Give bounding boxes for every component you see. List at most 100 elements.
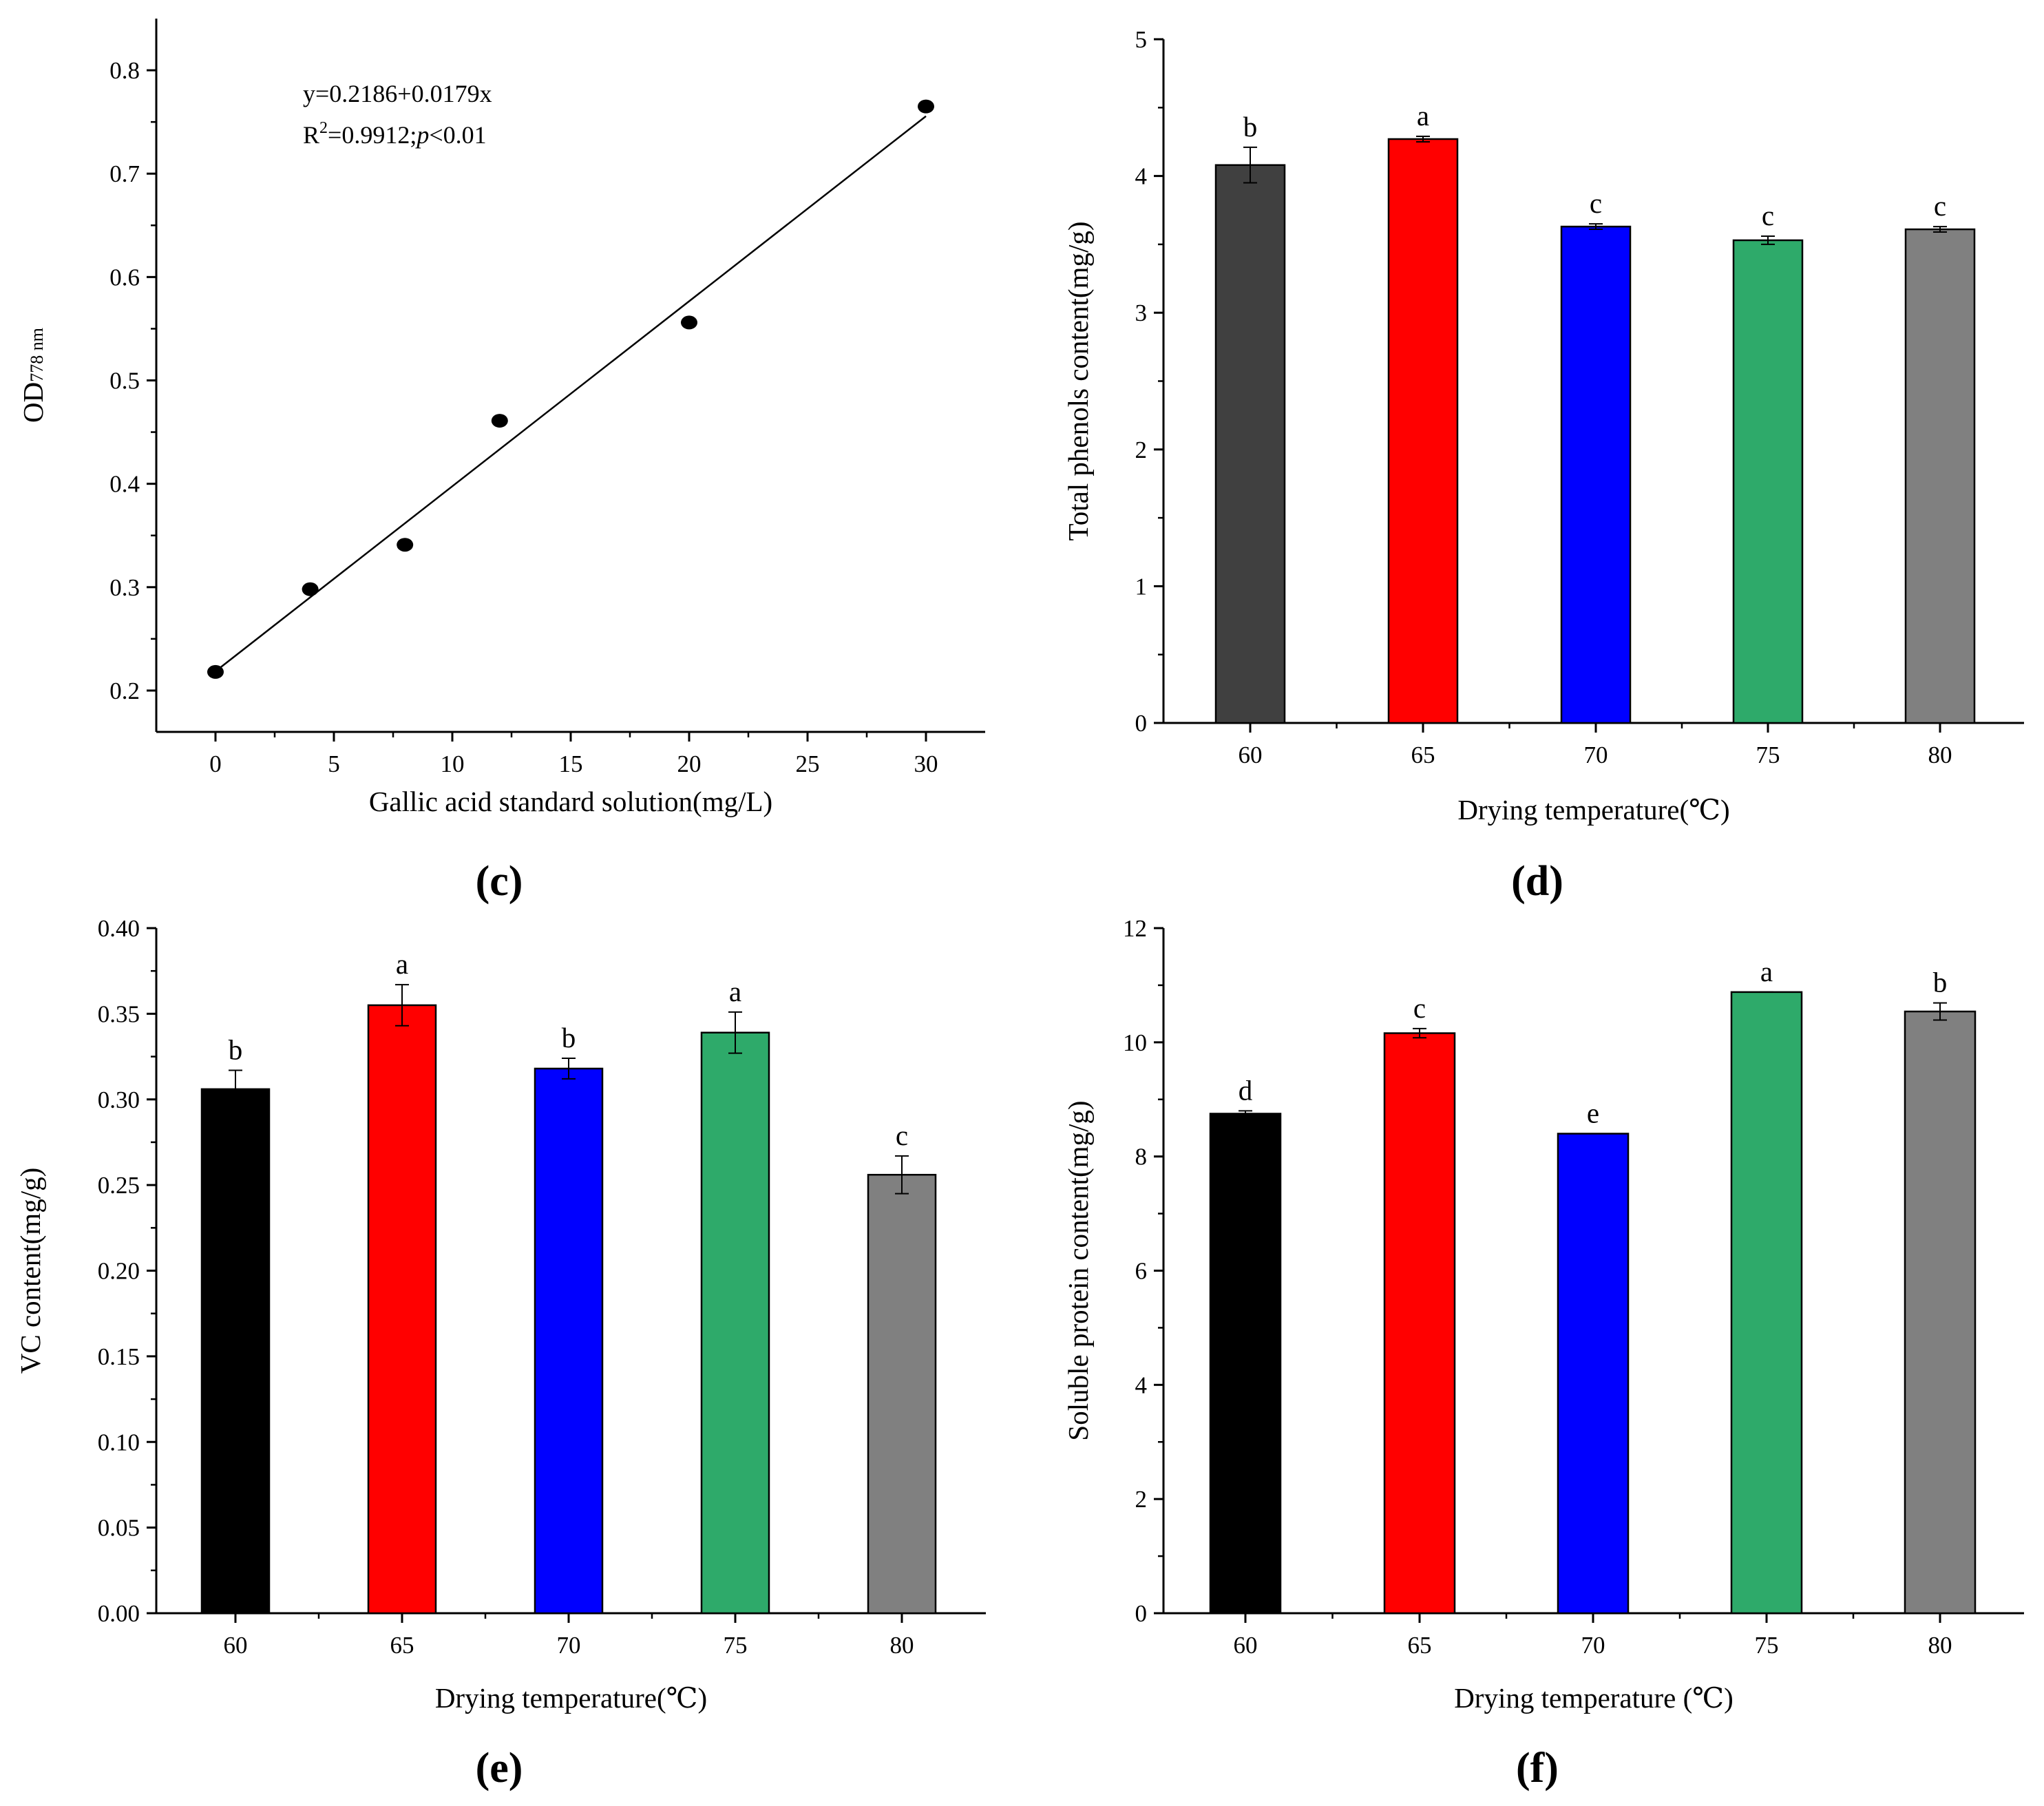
x-axis-title: Drying temperature(℃) [435, 1682, 707, 1714]
y-tick-label: 2 [1135, 1486, 1148, 1513]
y-axis-title: OD778 nm [17, 328, 49, 423]
r2-value: =0.9912; [328, 121, 417, 149]
significance-letter: b [229, 1033, 243, 1065]
bar [1383, 1032, 1456, 1615]
x-axis-title: Drying temperature (℃) [1454, 1682, 1734, 1714]
panel-d: 0 1 2 3 4 5 60 b 65 a 70 c 75 c 80 c Drying temperature(… [1062, 26, 2024, 905]
bar [534, 1067, 604, 1615]
y-tick-label: 0.7 [109, 160, 140, 187]
panel-label: (e) [476, 1745, 523, 1792]
bar [1730, 991, 1803, 1615]
significance-letter: a [396, 948, 408, 980]
x-tick-label: 75 [1755, 1632, 1779, 1659]
y-tick-label: 4 [1135, 163, 1148, 190]
bar [1904, 228, 1976, 724]
y-tick-label: 1 [1135, 573, 1148, 600]
x-tick-label: 80 [1928, 742, 1952, 768]
significance-letter: c [1762, 200, 1774, 231]
bar [1387, 138, 1459, 724]
y-tick-label: 8 [1135, 1144, 1148, 1170]
significance-letter: a [1760, 956, 1773, 987]
y-tick-label: 0.2 [109, 678, 140, 704]
p-value: <0.01 [429, 121, 486, 149]
x-tick-label: 70 [1581, 1632, 1605, 1659]
r2-annotation: R2=0.9912;p<0.01 [303, 119, 487, 149]
significance-letter: e [1587, 1098, 1599, 1129]
x-tick-label: 25 [796, 750, 820, 777]
y-tick-label: 0.6 [109, 264, 140, 291]
bar [1560, 225, 1632, 724]
bar [367, 1004, 437, 1615]
y-tick-label: 0.20 [98, 1258, 140, 1285]
y-tick-label: 0.35 [98, 1000, 140, 1027]
x-tick-label: 75 [724, 1632, 748, 1659]
x-tick-label: 5 [328, 750, 340, 777]
y-axis-title: Soluble protein content(mg/g) [1062, 1100, 1094, 1440]
y-tick-label: 0.10 [98, 1429, 140, 1456]
y-tick-label: 0.3 [109, 574, 140, 601]
x-tick-label: 80 [890, 1632, 914, 1659]
y-axis-title-main: OD [17, 382, 49, 423]
significance-letter: b [562, 1022, 576, 1053]
y-tick-label: 0.15 [98, 1343, 140, 1370]
fit-line [215, 115, 927, 673]
data-point [397, 538, 414, 552]
data-point [207, 664, 224, 679]
significance-letter: a [729, 976, 741, 1007]
y-tick-label: 2 [1135, 437, 1148, 463]
y-tick-label: 0.4 [109, 471, 140, 498]
y-tick-label: 0.00 [98, 1600, 140, 1627]
panel-e: 0.00 0.05 0.10 0.15 0.20 0.25 0.30 0.35 0.40 60 b 6… [14, 915, 986, 1792]
x-tick-label: 70 [557, 1632, 581, 1659]
y-tick-label: 0.25 [98, 1172, 140, 1199]
data-point [491, 414, 508, 428]
p-symbol: p [414, 121, 429, 149]
data-point [918, 99, 934, 114]
x-tick-label: 60 [1234, 1632, 1258, 1659]
x-tick-label: 15 [559, 750, 583, 777]
y-tick-label: 12 [1123, 915, 1147, 942]
y-tick-label: 0.05 [98, 1515, 140, 1542]
y-tick-label: 3 [1135, 300, 1148, 326]
r2-superscript: 2 [319, 119, 328, 137]
x-tick-label: 0 [209, 750, 222, 777]
x-axis-title: Gallic acid standard solution(mg/L) [369, 786, 772, 817]
y-tick-label: 5 [1135, 26, 1148, 53]
x-tick-label: 10 [441, 750, 465, 777]
y-tick-label: 0 [1135, 710, 1148, 737]
y-tick-label: 4 [1135, 1372, 1148, 1398]
significance-letter: b [1933, 967, 1948, 998]
significance-letter: c [896, 1120, 908, 1151]
r2-prefix: R [303, 121, 319, 149]
panel-label: (d) [1511, 858, 1563, 905]
x-tick-label: 80 [1928, 1632, 1952, 1659]
panel-label: (c) [476, 858, 523, 905]
x-tick-label: 60 [1239, 742, 1263, 768]
bar [200, 1088, 271, 1615]
panel-label: (f) [1516, 1745, 1559, 1792]
y-axis-title: Total phenols content(mg/g) [1062, 222, 1094, 541]
y-tick-label: 6 [1135, 1258, 1148, 1285]
y-axis-title: VC content(mg/g) [14, 1168, 46, 1374]
fit-equation: y=0.2186+0.0179x [303, 80, 492, 107]
data-point [681, 315, 697, 330]
y-tick-label: 0.8 [109, 57, 140, 84]
y-axis-title-sub: 778 nm [27, 328, 47, 382]
significance-letter: c [1934, 190, 1946, 222]
x-axis-title: Drying temperature(℃) [1457, 794, 1729, 826]
x-tick-label: 60 [224, 1632, 248, 1659]
bar [1732, 239, 1804, 724]
y-tick-label: 10 [1123, 1029, 1147, 1056]
significance-letter: b [1243, 111, 1258, 143]
panel-c: 0.2 0.3 0.4 0.5 0.6 0.7 0.8 0 5 10 15 20 25 30 y=0.218… [17, 19, 985, 905]
x-tick-label: 65 [1411, 742, 1435, 768]
x-tick-label: 65 [1408, 1632, 1432, 1659]
bar [1214, 164, 1286, 724]
y-tick-label: 0.5 [109, 368, 140, 395]
y-tick-label: 0.40 [98, 915, 140, 942]
panel-f: 0 2 4 6 8 10 12 60 d 65 c 70 e 75 a 80 b Drying temperatu… [1062, 915, 2024, 1792]
significance-letter: c [1590, 187, 1602, 219]
significance-letter: a [1417, 100, 1429, 132]
y-tick-label: 0.30 [98, 1086, 140, 1113]
